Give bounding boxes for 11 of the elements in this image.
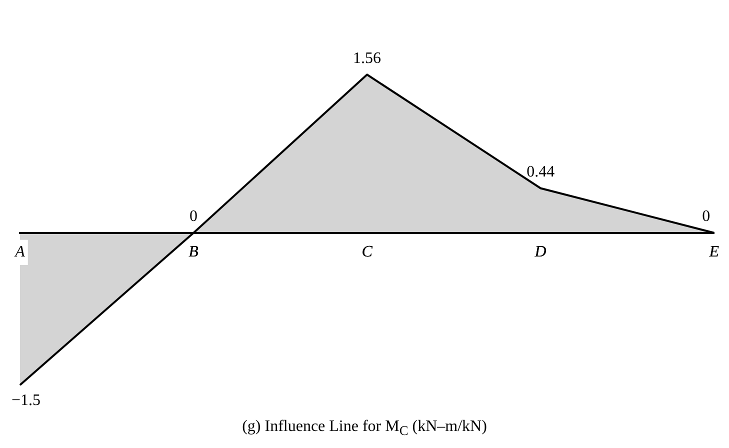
data-label: 0 (702, 208, 710, 226)
data-label: 1.56 (353, 50, 382, 67)
x-tick-label: E (708, 244, 720, 261)
data-label: 0 (190, 208, 198, 226)
data-label: 0.44 (526, 163, 555, 180)
text: (g) Influence Line for M$_{C}$ (kN–m/kN) (241, 418, 488, 440)
data-label: −1.5 (11, 392, 41, 410)
x-tick-label: B (188, 244, 199, 261)
x-tick-label: C (362, 244, 373, 261)
x-tick-label: D (534, 244, 547, 261)
x-tick-label: A (14, 244, 26, 261)
